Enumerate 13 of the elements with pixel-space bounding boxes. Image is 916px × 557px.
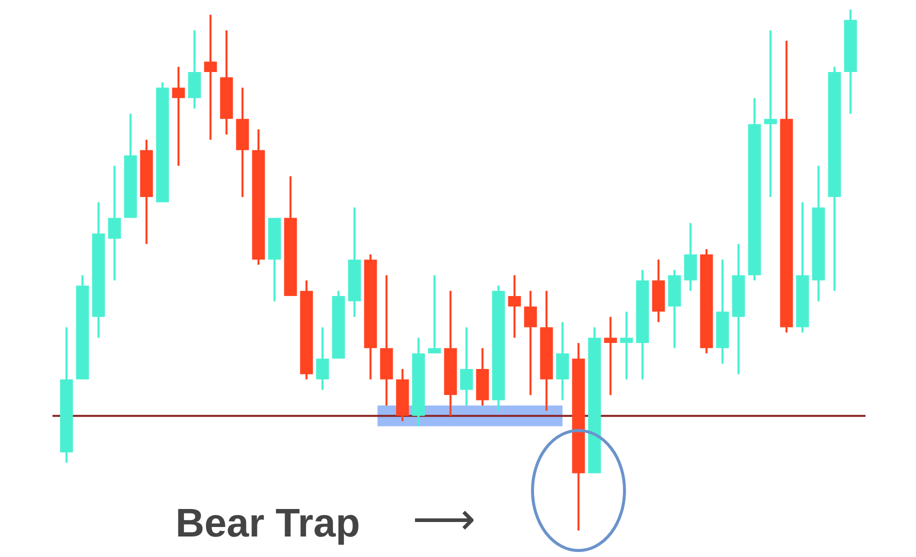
- candlestick: [508, 274, 521, 339]
- candlestick: [108, 164, 121, 282]
- candlestick: [316, 326, 329, 391]
- candlestick: [604, 316, 617, 396]
- candlestick: [204, 14, 217, 141]
- candlestick: [620, 310, 633, 380]
- candlestick: [764, 29, 777, 198]
- candlestick: [524, 290, 537, 396]
- candlestick: [172, 66, 185, 167]
- candlestick: [460, 326, 473, 406]
- candlestick: [428, 274, 441, 354]
- annotation: Bear Trap: [176, 502, 360, 546]
- annotation: ⟶: [412, 494, 476, 545]
